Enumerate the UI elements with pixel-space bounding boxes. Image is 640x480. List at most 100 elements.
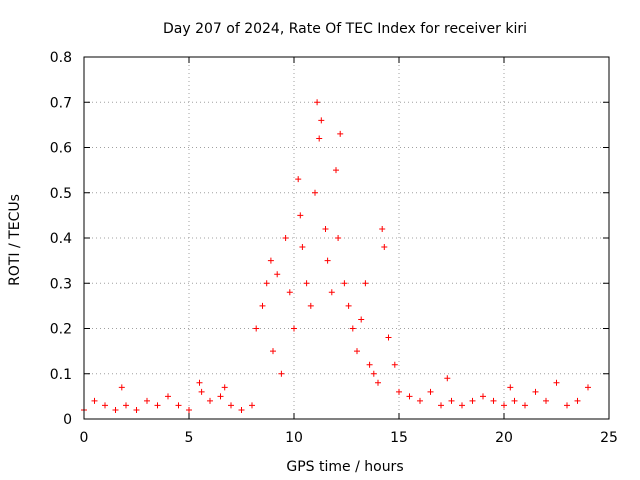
data-point [553, 379, 560, 386]
data-point [511, 397, 518, 404]
data-point [270, 348, 276, 355]
y-tick-label: 0.4 [50, 231, 72, 247]
x-tick-label: 25 [600, 430, 618, 446]
data-point [507, 384, 514, 391]
data-point [375, 379, 381, 386]
data-point [585, 384, 591, 391]
data-point [328, 289, 335, 296]
data-point [362, 280, 369, 287]
x-tick-label: 5 [185, 430, 194, 446]
y-tick-label: 0 [63, 412, 72, 428]
data-point [337, 130, 344, 137]
plot-frame [83, 56, 610, 420]
data-point [221, 384, 228, 391]
data-point [286, 289, 293, 296]
data-point [417, 397, 423, 404]
data-point [314, 99, 321, 106]
data-point [532, 388, 539, 395]
data-point [91, 397, 98, 404]
axes: 0 5 10 15 20 25 0 0.1 0.2 0.3 0.4 0.5 0.6 0.7 0.8 [50, 50, 618, 446]
data-point [391, 361, 398, 368]
y-tick-label: 0.2 [50, 322, 72, 338]
data-point [480, 393, 486, 400]
data-point [345, 302, 352, 309]
data-point [307, 302, 314, 309]
x-tick-label: 15 [390, 430, 408, 446]
data-point [438, 402, 444, 409]
data-point [133, 406, 140, 413]
data-point [118, 384, 125, 391]
data-point [341, 280, 348, 287]
data-point [381, 244, 388, 251]
data-point [217, 393, 224, 400]
data-point [263, 280, 270, 287]
data-point [312, 189, 318, 196]
data-point [379, 225, 386, 232]
data-point [154, 402, 161, 409]
data-point [249, 402, 255, 409]
data-point [469, 397, 476, 404]
data-point [396, 388, 402, 395]
data-point [324, 257, 331, 264]
data-point [186, 406, 192, 413]
y-axis-title: ROTI / TECUs [7, 194, 23, 286]
data-point [543, 397, 549, 404]
data-point [196, 379, 203, 386]
data-point [282, 235, 289, 241]
x-tick-label: 0 [80, 430, 89, 446]
data-point [385, 334, 392, 341]
data-point [574, 397, 581, 404]
data-point [175, 402, 182, 409]
grid [84, 57, 609, 419]
data-point [459, 402, 465, 409]
data-point [253, 325, 260, 332]
y-tick-label: 0.5 [50, 186, 72, 202]
data-point [291, 325, 297, 332]
data-point [274, 271, 281, 278]
data-point [198, 388, 205, 395]
y-tick-label: 0.8 [50, 50, 72, 66]
data-point [123, 402, 129, 409]
data-point [335, 235, 342, 241]
data-point [144, 397, 150, 404]
data-point [295, 176, 302, 183]
data-point [354, 348, 360, 355]
data-point [444, 375, 451, 382]
data-point [349, 325, 356, 332]
chart-title: Day 207 of 2024, Rate Of TEC Index for r… [163, 21, 527, 37]
data-point [165, 393, 171, 400]
x-axis-title: GPS time / hours [286, 459, 403, 475]
y-tick-label: 0.7 [50, 95, 72, 111]
data-point [316, 135, 323, 142]
x-tick-label: 20 [495, 430, 513, 446]
data-point [102, 402, 108, 409]
data-point [112, 406, 119, 413]
data-point [278, 370, 285, 377]
data-point [299, 244, 306, 251]
data-point [238, 406, 245, 413]
data-point [318, 117, 325, 124]
data-point [427, 388, 434, 395]
y-tick-label: 0.6 [50, 141, 72, 157]
data-point [259, 302, 266, 309]
data-point [522, 402, 528, 409]
y-tick-label: 0.1 [50, 367, 72, 383]
data-point [267, 257, 274, 264]
y-tick-label: 0.3 [50, 276, 72, 292]
data-point [448, 397, 455, 404]
data-point [228, 402, 234, 409]
data-point [207, 397, 213, 404]
data-points [81, 99, 591, 413]
data-point [564, 402, 570, 409]
data-point [501, 402, 507, 409]
data-point [297, 212, 304, 219]
x-tick-label: 10 [285, 430, 303, 446]
data-point [370, 370, 377, 377]
data-point [366, 361, 373, 368]
data-point [490, 397, 497, 404]
data-point [358, 316, 365, 323]
data-point [303, 280, 310, 287]
data-point [333, 167, 339, 174]
data-point [322, 225, 329, 232]
